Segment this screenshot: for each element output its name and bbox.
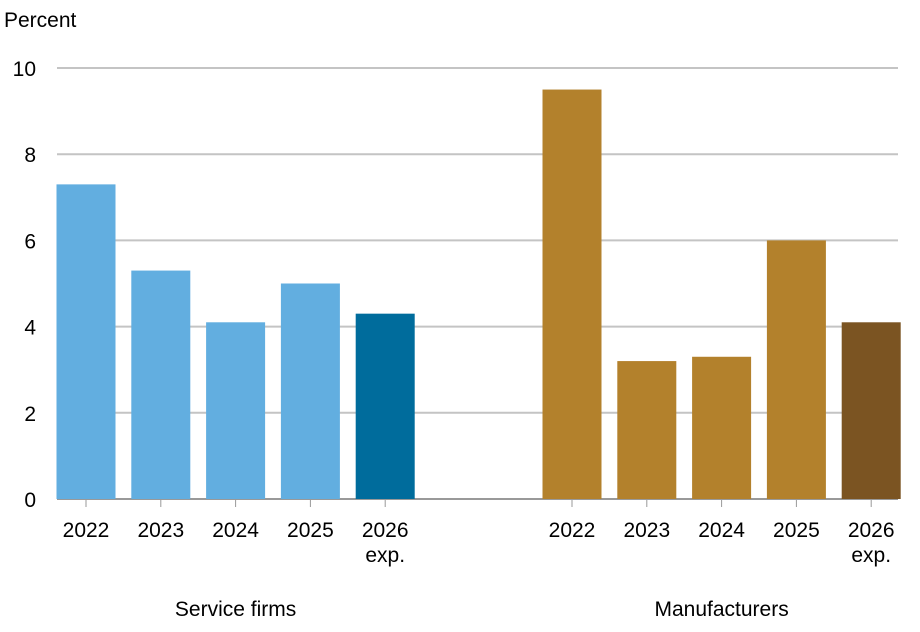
x-tick-label: 2025 xyxy=(773,519,820,542)
group-label: Service firms xyxy=(175,598,296,621)
y-tick-label: 4 xyxy=(24,317,36,340)
x-tick-label: 2022 xyxy=(63,519,110,542)
x-tick-label: 2026 xyxy=(362,519,409,542)
bar xyxy=(280,283,340,499)
bar xyxy=(131,270,191,499)
y-tick-label: 0 xyxy=(24,489,36,512)
x-tick-label: 2023 xyxy=(137,519,184,542)
y-tick-label: 8 xyxy=(24,144,36,167)
x-tick-label: 2024 xyxy=(698,519,745,542)
y-tick-label: 10 xyxy=(13,58,36,81)
group-label: Manufacturers xyxy=(654,598,788,621)
x-tick-label: exp. xyxy=(851,544,891,567)
bar xyxy=(56,184,116,499)
bar xyxy=(692,356,752,499)
bar xyxy=(841,322,901,499)
y-tick-label: 2 xyxy=(24,403,36,426)
bar xyxy=(355,313,415,499)
y-axis-label: Percent xyxy=(4,9,77,32)
x-tick-label: 2024 xyxy=(212,519,259,542)
bar xyxy=(542,89,602,500)
y-tick-label: 6 xyxy=(24,230,36,253)
x-tick-label: 2022 xyxy=(549,519,596,542)
bar xyxy=(766,240,826,499)
x-tick-label: 2026 xyxy=(848,519,895,542)
x-tick-label: 2025 xyxy=(287,519,334,542)
x-tick-label: exp. xyxy=(365,544,405,567)
bar xyxy=(206,322,266,499)
x-tick-label: 2023 xyxy=(623,519,670,542)
bar xyxy=(617,361,677,499)
